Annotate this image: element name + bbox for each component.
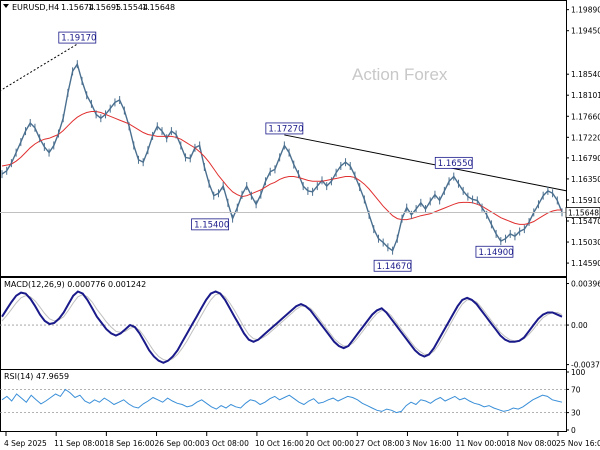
price-tick-label: 1.15470	[571, 217, 600, 226]
price-panel	[0, 0, 567, 277]
price-tick-label: 1.18540	[571, 70, 600, 79]
annotation-label: 1.17270	[268, 124, 303, 134]
macd-label: MACD(12,26,9) 0.000776 0.001242	[4, 280, 146, 289]
ohlc-open: 1.15674	[61, 3, 94, 12]
time-tick-label: 3 Nov 16:00	[405, 439, 451, 448]
rsi-panel	[0, 369, 567, 432]
price-tick-label: 1.17220	[571, 133, 600, 142]
chart-header: EURUSD,H4 1.15674 1.15695 1.15544 1.1564…	[3, 3, 175, 12]
annotation-box	[373, 259, 412, 272]
watermark: Action Forex	[352, 65, 448, 84]
annotation-box	[434, 156, 473, 169]
price-tick-label: 1.14590	[571, 259, 600, 268]
rsi-tick-label: 100	[571, 368, 586, 377]
ohlc-low: 1.15544	[115, 3, 148, 12]
rsi-tick-label: 30	[571, 409, 581, 418]
price-axis: 1.19890 1.19450 1.18540 1.18101 1.17660 1.172…	[566, 6, 600, 268]
macd-layer: 0.003964 0.00 -0.003774	[0, 280, 600, 370]
price-tick-label: 1.19890	[571, 6, 600, 15]
macd-signal-line	[1, 293, 563, 362]
series-ma	[1, 111, 562, 225]
annotation-box	[265, 122, 304, 135]
price-tick-label: 1.19450	[571, 27, 600, 36]
annotation-label: 1.15400	[194, 220, 229, 230]
macd-tick-label: 0.00	[571, 321, 588, 330]
time-axis: 4 Sep 2025 11 Sep 08:00 18 Sep 16:00 26 Sep…	[4, 432, 600, 448]
macd-panel	[0, 277, 567, 370]
current-price-marker: 1.15648	[0, 207, 600, 218]
price-tick-label: 1.17660	[571, 112, 600, 121]
time-tick-label: 3 Oct 08:00	[205, 439, 249, 448]
time-tick-label: 4 Sep 2025	[4, 439, 47, 448]
current-price-label: 1.15648	[568, 208, 599, 217]
rsi-tick-label: 70	[571, 385, 581, 394]
time-tick-label: 27 Oct 08:00	[355, 439, 404, 448]
price-tick-label: 1.16790	[571, 154, 600, 163]
annotation-box	[191, 218, 229, 231]
macd-tick-label: 0.003964	[571, 280, 600, 289]
price-tick-label: 1.15030	[571, 238, 600, 247]
macd-main-line	[1, 290, 563, 364]
annotation-label: 1.16550	[438, 159, 473, 169]
trendlines	[0, 43, 567, 192]
ohlc-close: 1.15648	[142, 3, 175, 12]
rsi-layer: 100 70 30 0	[0, 368, 586, 435]
ohlc-high: 1.15695	[88, 3, 121, 12]
time-tick-label: 20 Oct 00:00	[305, 439, 354, 448]
time-tick-label: 26 Sep 00:00	[155, 439, 205, 448]
macd-tick-label: -0.003774	[571, 361, 600, 370]
annotations: 1.19170 1.17270 1.15400 1.14670 1.16550 1.149…	[58, 31, 514, 272]
time-tick-label: 25 Nov 16:00	[556, 439, 600, 448]
time-tick-label: 18 Nov 08:00	[506, 439, 557, 448]
price-tick-label: 1.16350	[571, 175, 600, 184]
time-tick-label: 11 Sep 08:00	[54, 439, 104, 448]
symbol-label: EURUSD,H4	[12, 3, 59, 12]
annotation-box	[58, 31, 97, 44]
annotation-label: 1.14670	[377, 262, 412, 272]
annotation-label: 1.19170	[61, 34, 96, 44]
annotation-label: 1.14900	[478, 248, 513, 258]
price-tick-label: 1.18101	[571, 91, 600, 100]
price-tick-label: 1.15910	[571, 196, 600, 205]
rsi-tick-label: 0	[571, 426, 576, 435]
trendline-dotted	[0, 43, 78, 92]
time-tick-label: 18 Sep 16:00	[104, 439, 154, 448]
time-tick-label: 11 Nov 00:00	[456, 439, 507, 448]
annotation-box	[475, 245, 514, 258]
rsi-line	[1, 388, 563, 414]
rsi-label: RSI(14) 47.9659	[4, 372, 69, 381]
trendline-resistance	[284, 134, 567, 192]
time-tick-label: 10 Oct 16:00	[255, 439, 304, 448]
collapse-triangle-icon	[3, 4, 9, 8]
series-price	[1, 62, 563, 252]
